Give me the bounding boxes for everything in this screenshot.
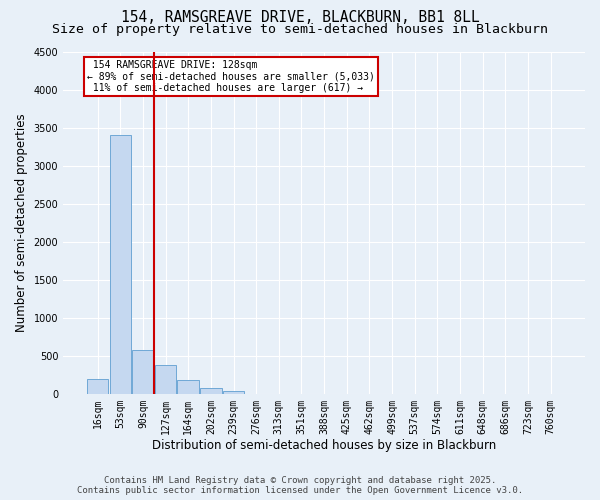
Bar [132,350,154,394]
Text: Contains HM Land Registry data © Crown copyright and database right 2025.
Contai: Contains HM Land Registry data © Crown c… [77,476,523,495]
Text: 154, RAMSGREAVE DRIVE, BLACKBURN, BB1 8LL: 154, RAMSGREAVE DRIVE, BLACKBURN, BB1 8L… [121,10,479,25]
Bar [178,380,199,394]
Y-axis label: Number of semi-detached properties: Number of semi-detached properties [15,114,28,332]
Bar [110,135,131,394]
Text: Size of property relative to semi-detached houses in Blackburn: Size of property relative to semi-detach… [52,22,548,36]
Bar [200,388,221,394]
Text: 154 RAMSGREAVE DRIVE: 128sqm
← 89% of semi-detached houses are smaller (5,033)
 : 154 RAMSGREAVE DRIVE: 128sqm ← 89% of se… [87,60,374,94]
Bar [223,391,244,394]
Bar [87,378,109,394]
X-axis label: Distribution of semi-detached houses by size in Blackburn: Distribution of semi-detached houses by … [152,440,496,452]
Bar [155,365,176,394]
